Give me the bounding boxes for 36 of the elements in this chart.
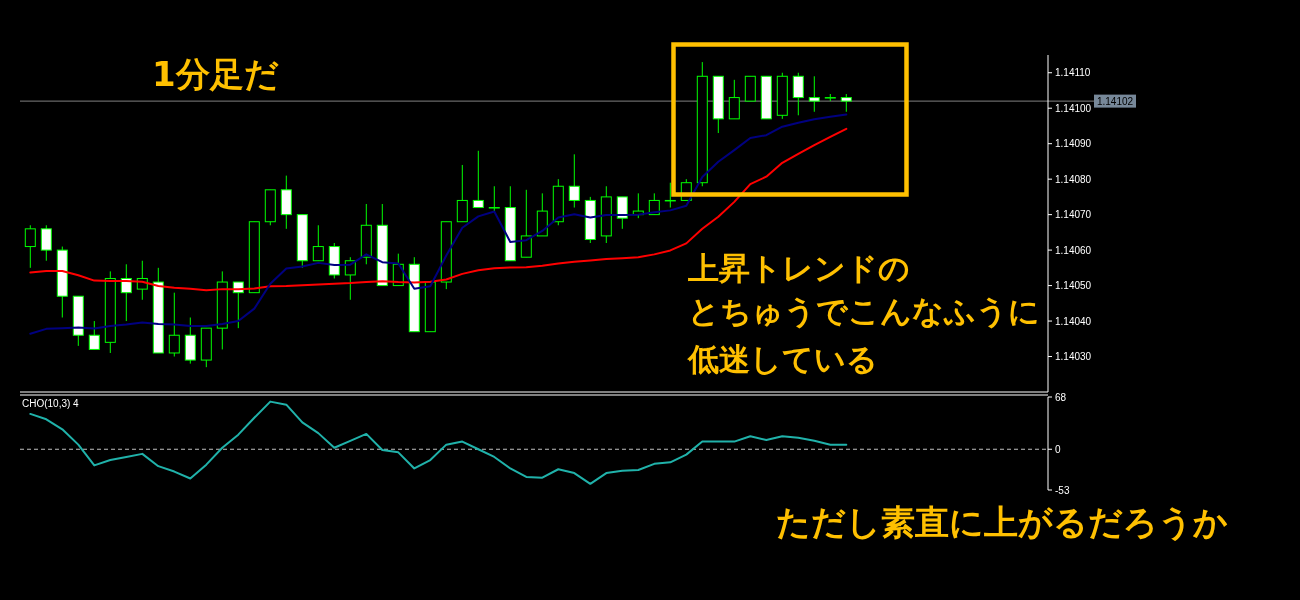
candlestick	[568, 153, 580, 209]
y-tick-label: 68	[1055, 391, 1067, 403]
y-tick-label: -53	[1055, 484, 1070, 496]
y-tick-label: 1.14040	[1055, 315, 1092, 327]
y-tick-label: 1.14030	[1055, 351, 1092, 363]
candlestick	[24, 224, 36, 269]
annotation: 上昇トレンドの	[687, 250, 910, 286]
candlestick	[728, 79, 740, 120]
candlestick	[168, 292, 180, 358]
annotation: 低迷している	[687, 341, 878, 377]
candlestick	[792, 72, 804, 116]
candlestick	[488, 185, 500, 212]
candlestick	[808, 75, 820, 113]
y-tick-label: 1.14110	[1055, 67, 1091, 79]
candlestick	[456, 164, 468, 223]
y-tick-label: 1.14060	[1055, 244, 1092, 256]
candlestick	[312, 224, 324, 262]
y-tick-label: 1.14080	[1055, 173, 1092, 185]
y-tick-label: 1.14070	[1055, 209, 1092, 221]
annotation: 1分足だ	[152, 54, 279, 94]
annotation: とちゅうでこんなふうに	[688, 293, 1040, 329]
candlestick	[664, 182, 676, 209]
candlestick	[40, 224, 52, 262]
y-tick-label: 1.14050	[1055, 280, 1092, 292]
chart-title: CHO(10,3) 4	[22, 398, 80, 409]
ref-line-label: 1.14102	[1096, 95, 1134, 107]
candlestick	[616, 196, 628, 230]
text: ただし素直に上がるだろうか	[776, 502, 1228, 542]
candlestick	[88, 320, 100, 350]
candlestick	[472, 150, 484, 209]
candlestick	[520, 189, 532, 258]
y-tick-label: 0	[1055, 443, 1061, 455]
y-tick-label: 1.14100	[1055, 102, 1092, 114]
line-series	[29, 113, 848, 335]
line-series	[29, 127, 848, 292]
y-tick-label: 1.14090	[1055, 138, 1092, 150]
